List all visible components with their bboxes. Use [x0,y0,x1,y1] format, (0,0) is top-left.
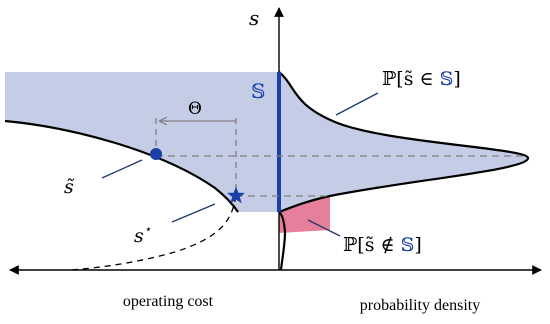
cost-curve-dashed [69,195,237,271]
leader-prob-out [307,219,341,237]
s-star-point [227,186,245,204]
s-tilde-point [150,148,162,160]
leader-prob-in [335,92,379,116]
density-tail-curve [278,211,287,271]
prob-not-in-set-label: ℙ[s̃ ∉ 𝕊] [343,234,422,256]
density-region-in-set [279,72,528,212]
set-label: 𝕊 [251,79,265,103]
density-curve [278,71,530,214]
s-star-label: s⋆ [134,222,152,247]
probability-density-caption: probability density [360,297,480,314]
leader-s-tilde [101,159,143,179]
theta-label: Θ [188,99,202,119]
density-tail-out-of-set [279,196,330,233]
set-region-left [5,72,279,212]
s-tilde-label: s̃ [64,176,75,198]
leader-s-star [171,203,216,223]
operating-cost-caption: operating cost [123,293,214,310]
cost-curve [4,119,239,213]
y-axis-label: s [249,6,259,30]
prob-in-set-label: ℙ[s̃ ∈ 𝕊] [382,68,461,90]
